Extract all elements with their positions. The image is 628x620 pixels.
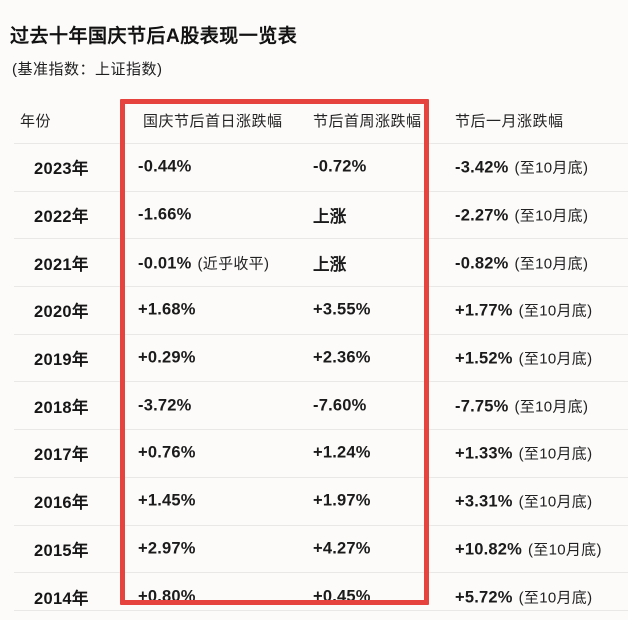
table-row-2017: 2017年 +0.76% +1.24% +1.33% (至10月底): [14, 429, 628, 477]
first-day-cell: -1.66%: [138, 205, 192, 224]
performance-table: 年份 国庆节后首日涨跌幅 节后首周涨跌幅 节后一月涨跌幅 2023年 -0.44…: [0, 100, 628, 620]
first-day-cell: -3.72%: [138, 396, 192, 415]
first-day-cell: +0.29%: [138, 348, 196, 367]
table-row-2014: 2014年 +0.80% +0.45% +5.72% (至10月底): [14, 572, 628, 620]
year-cell: 2015年: [34, 541, 89, 560]
first-month-cell: -7.75% (至10月底): [455, 397, 589, 416]
first-week-cell: +1.97%: [313, 491, 371, 510]
first-month-cell: +10.82% (至10月底): [455, 540, 602, 559]
page-subtitle: (基准指数：上证指数): [12, 61, 163, 78]
table-row-2015: 2015年 +2.97% +4.27% +10.82% (至10月底): [14, 524, 628, 573]
first-week-cell: 上涨: [313, 255, 347, 274]
first-week-cell: +1.24%: [313, 443, 371, 462]
year-cell: 2020年: [34, 303, 89, 322]
year-cell: 2023年: [34, 160, 89, 179]
year-cell: 2014年: [34, 589, 89, 608]
table-row-2021: 2021年 -0.01% (近乎收平) 上涨 -0.82% (至10月底): [14, 238, 628, 286]
first-day-cell: +0.76%: [138, 443, 196, 462]
header-first-week: 节后首周涨跌幅: [313, 112, 422, 130]
first-month-cell: +1.77% (至10月底): [455, 301, 593, 320]
header-first-day: 国庆节后首日涨跌幅: [143, 112, 283, 130]
table-row-2020: 2020年 +1.68% +3.55% +1.77% (至10月底): [14, 286, 628, 334]
first-day-cell: +1.45%: [138, 491, 196, 510]
year-cell: 2017年: [34, 446, 89, 465]
first-month-cell: -3.42% (至10月底): [455, 158, 589, 177]
first-week-cell: +0.45%: [313, 587, 371, 606]
first-month-cell: -0.82% (至10月底): [455, 254, 589, 273]
first-day-cell: +2.97%: [138, 539, 196, 558]
year-cell: 2021年: [34, 255, 89, 274]
table-row-2018: 2018年 -3.72% -7.60% -7.75% (至10月底): [14, 381, 628, 429]
first-day-cell: +0.80%: [138, 587, 196, 606]
table-row-2019: 2019年 +0.29% +2.36% +1.52% (至10月底): [14, 333, 628, 382]
page-title: 过去十年国庆节后A股表现一览表: [10, 25, 298, 47]
first-month-cell: +5.72% (至10月底): [455, 588, 593, 607]
year-cell: 2022年: [34, 208, 89, 227]
first-week-cell: 上涨: [313, 208, 347, 227]
first-week-cell: +3.55%: [313, 300, 371, 319]
header-first-month: 节后一月涨跌幅: [455, 112, 564, 130]
first-month-cell: +1.33% (至10月底): [455, 444, 593, 463]
table-row-2023: 2023年 -0.44% -0.72% -3.42% (至10月底): [14, 143, 628, 191]
table-row-2022: 2022年 -1.66% 上涨 -2.27% (至10月底): [14, 190, 628, 239]
first-month-cell: +1.52% (至10月底): [455, 349, 593, 368]
first-day-cell: -0.44%: [138, 157, 192, 176]
first-week-cell: -0.72%: [313, 157, 367, 176]
bottom-divider: [14, 610, 628, 611]
first-month-cell: -2.27% (至10月底): [455, 206, 589, 225]
table-row-2016: 2016年 +1.45% +1.97% +3.31% (至10月底): [14, 476, 628, 525]
table-header-row: 年份 国庆节后首日涨跌幅 节后首周涨跌幅 节后一月涨跌幅: [0, 100, 628, 143]
year-cell: 2019年: [34, 351, 89, 370]
first-week-cell: -7.60%: [313, 396, 367, 415]
first-week-cell: +4.27%: [313, 539, 371, 558]
year-cell: 2018年: [34, 398, 89, 417]
first-day-cell: +1.68%: [138, 300, 196, 319]
first-day-cell: -0.01% (近乎收平): [138, 254, 270, 273]
first-month-cell: +3.31% (至10月底): [455, 492, 593, 511]
year-cell: 2016年: [34, 494, 89, 513]
first-week-cell: +2.36%: [313, 348, 371, 367]
header-year: 年份: [20, 112, 52, 130]
